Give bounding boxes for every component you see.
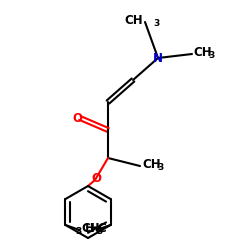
Text: O: O <box>91 172 101 184</box>
Text: 3: 3 <box>157 162 163 172</box>
Text: O: O <box>72 112 82 124</box>
Text: CH: CH <box>82 222 100 234</box>
Text: N: N <box>153 52 163 64</box>
Text: H: H <box>85 222 94 234</box>
Text: 3: 3 <box>75 226 82 235</box>
Text: 3: 3 <box>96 226 103 235</box>
Text: C: C <box>98 222 106 234</box>
Text: CH: CH <box>193 46 212 59</box>
Text: 3: 3 <box>208 50 214 59</box>
Text: CH: CH <box>142 158 161 170</box>
Text: CH: CH <box>124 14 143 26</box>
Text: 3: 3 <box>153 18 159 28</box>
